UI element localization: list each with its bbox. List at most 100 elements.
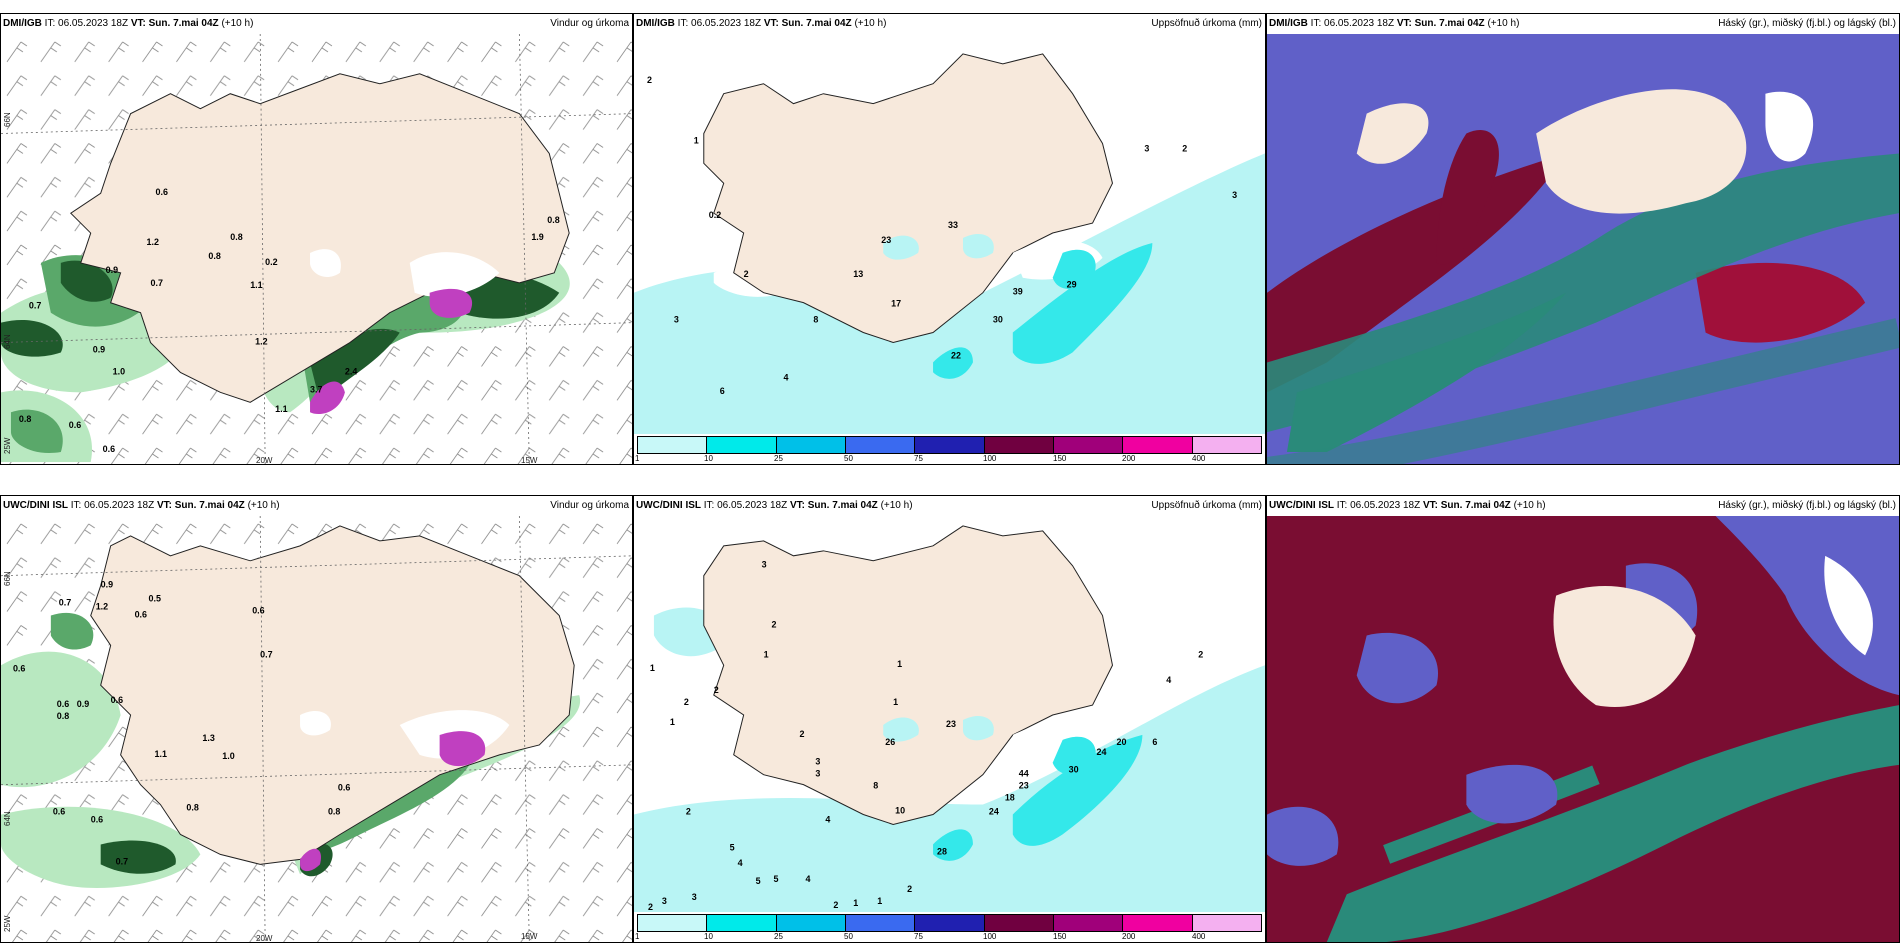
value-label: 1.3	[202, 733, 214, 743]
panel-dmi-clouds: DMI/IGB IT: 06.05.2023 18Z VT: Sun. 7.ma…	[1266, 13, 1900, 465]
colorbar-swatch	[707, 437, 777, 453]
colorbar-swatch	[638, 915, 708, 931]
value-label: 29	[1067, 280, 1077, 290]
vt-label: VT:	[156, 500, 172, 511]
value-label: 3	[674, 315, 679, 325]
panel-uwc-clouds: UWC/DINI ISL IT: 06.05.2023 18Z VT: Sun.…	[1266, 495, 1900, 943]
it-value: 06.05.2023 18Z	[691, 18, 762, 29]
colorbar	[637, 914, 1262, 932]
value-label: 2	[772, 619, 777, 629]
lon-label-25: 25W	[3, 437, 12, 454]
colorbar-tick: 75	[914, 932, 923, 941]
lon-label-15: 15W	[521, 456, 538, 465]
value-label: 3	[762, 560, 767, 570]
value-label: 0.6	[69, 420, 81, 430]
value-label: 0.7	[151, 278, 163, 288]
panel-header: UWC/DINI ISL IT: 06.05.2023 18Z VT: Sun.…	[1267, 496, 1899, 516]
value-label: 20	[1116, 737, 1126, 747]
value-label: 3	[692, 892, 697, 902]
it-label: IT:	[1336, 500, 1348, 511]
value-label: 4	[738, 858, 743, 868]
value-label: 13	[853, 269, 863, 279]
it-label: IT:	[703, 500, 715, 511]
value-label: 3	[815, 769, 820, 779]
colorbar-legend: 1 10 25 50 75 100 150 200 400	[634, 912, 1265, 942]
wind-precip-map: 0.9 1.2 0.5 0.6 0.7 0.6 0.6 0.6 0.9 0.8 …	[1, 516, 632, 942]
value-label: 2.4	[345, 366, 357, 376]
colorbar-swatch	[638, 437, 708, 453]
colorbar-tick: 10	[704, 932, 713, 941]
value-label: 2	[647, 75, 652, 85]
value-label: 18	[1005, 793, 1015, 803]
value-label: 2	[744, 269, 749, 279]
vt-value: Sun. 7.mai 04Z	[807, 500, 878, 511]
colorbar-swatch	[984, 437, 1054, 453]
vt-value: Sun. 7.mai 04Z	[1414, 18, 1485, 29]
value-label: 0.7	[116, 856, 128, 866]
lon-label-20: 20W	[256, 456, 273, 465]
it-label: IT:	[1310, 18, 1322, 29]
colorbar-swatch	[1192, 437, 1261, 453]
lead-time: (+10 h)	[854, 18, 887, 29]
colorbar-tick: 25	[774, 932, 783, 941]
colorbar-swatch	[776, 437, 846, 453]
map-area: 0.6 0.8 0.8 0.9 0.7 0.7 0.9 1.0 0.8 0.6 …	[1, 34, 632, 464]
value-labels: 3 2 1 1 2 2 1 1 2 3 3 4 1 2 3 26 23 8 10…	[648, 560, 1203, 912]
colorbar-tick: 75	[914, 454, 923, 463]
lead-time: (+10 h)	[1513, 500, 1546, 511]
lon-label-15: 15W	[521, 932, 538, 941]
panel-title: Háský (gr.), miðský (fj.bl.) og lágský (…	[1718, 18, 1896, 29]
value-label: 0.9	[101, 580, 113, 590]
value-label: 6	[720, 386, 725, 396]
colorbar-tick: 100	[983, 932, 997, 941]
lat-label-66: 66N	[3, 571, 12, 586]
colorbar-swatch	[915, 915, 985, 931]
colorbar-tick: 400	[1192, 454, 1206, 463]
colorbar-swatch	[1123, 915, 1193, 931]
value-label: 8	[813, 315, 818, 325]
panel-title: Uppsöfnuð úrkoma (mm)	[1151, 500, 1262, 511]
value-label: 1	[694, 135, 699, 145]
panel-header: UWC/DINI ISL IT: 06.05.2023 18Z VT: Sun.…	[634, 496, 1265, 516]
panel-title: Háský (gr.), miðský (fj.bl.) og lágský (…	[1718, 500, 1896, 511]
vt-label: VT:	[763, 18, 779, 29]
value-label: 3	[815, 757, 820, 767]
colorbar-tick: 50	[844, 932, 853, 941]
value-label: 0.6	[338, 783, 350, 793]
lead-time: (+10 h)	[247, 500, 280, 511]
value-label: 24	[989, 807, 999, 817]
value-label: 0.5	[149, 594, 161, 604]
colorbar-tick: 100	[983, 454, 997, 463]
value-label: 1	[877, 896, 882, 906]
value-label: 2	[833, 900, 838, 910]
panel-dmi-accum: DMI/IGB IT: 06.05.2023 18Z VT: Sun. 7.ma…	[633, 13, 1266, 465]
colorbar-tick: 1	[635, 932, 640, 941]
value-label: 1	[764, 649, 769, 659]
vt-label: VT:	[1422, 500, 1438, 511]
lead-time: (+10 h)	[221, 18, 254, 29]
value-label: 5	[730, 842, 735, 852]
value-label: 1.2	[255, 337, 267, 347]
colorbar-swatch	[1053, 915, 1124, 931]
value-label: 1	[897, 659, 902, 669]
value-label: 8	[873, 781, 878, 791]
value-labels: 2 1 0.2 2 3 8 4 6 13 23 33 17 39 30 29 2…	[647, 75, 1237, 396]
value-label: 4	[1166, 675, 1171, 685]
it-label: IT:	[677, 18, 689, 29]
value-label: 28	[937, 846, 947, 856]
lat-label-66: 66N	[3, 112, 12, 127]
colorbar-tick: 1	[635, 454, 640, 463]
value-label: 0.6	[53, 807, 65, 817]
vt-value: Sun. 7.mai 04Z	[148, 18, 219, 29]
colorbar-swatch	[1053, 437, 1124, 453]
lon-label-20: 20W	[256, 934, 273, 943]
panel-title: Vindur og úrkoma	[550, 18, 629, 29]
vt-label: VT:	[1396, 18, 1412, 29]
colorbar-swatch	[845, 437, 916, 453]
value-label: 0.7	[29, 301, 41, 311]
map-area: 2 1 0.2 2 3 8 4 6 13 23 33 17 39 30 29 2…	[634, 34, 1265, 434]
value-label: 3	[1144, 143, 1149, 153]
value-label: 0.6	[156, 187, 168, 197]
panel-header: DMI/IGB IT: 06.05.2023 18Z VT: Sun. 7.ma…	[634, 14, 1265, 34]
value-label: 0.7	[59, 598, 71, 608]
